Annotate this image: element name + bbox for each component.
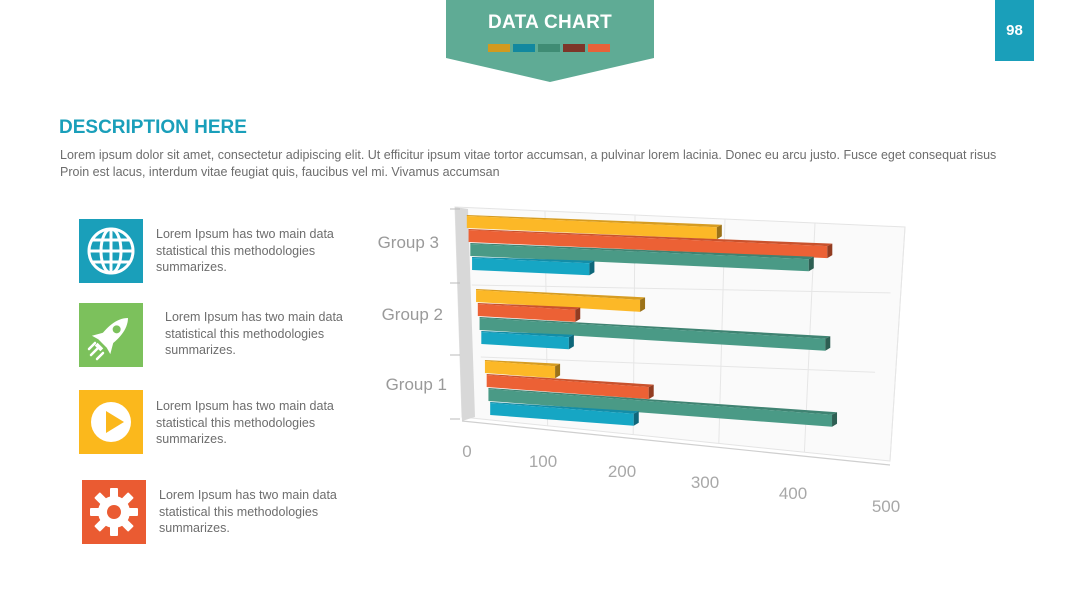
x-tick-label: 500 — [872, 497, 900, 516]
bar — [472, 258, 590, 276]
page-number: 98 — [995, 0, 1034, 61]
category-label: Group 2 — [382, 305, 443, 324]
x-tick-label: 100 — [529, 452, 557, 471]
bar — [484, 361, 556, 379]
gridline-h — [480, 356, 876, 373]
play-icon-tile — [79, 390, 143, 454]
x-tick-label: 200 — [608, 462, 636, 481]
bar — [466, 216, 717, 240]
chart-floor-edge — [461, 420, 891, 466]
bar-top-face — [466, 215, 722, 228]
swatch-1 — [488, 44, 510, 52]
globe-icon-tile — [79, 219, 143, 283]
bar-top-face — [486, 374, 654, 388]
swatch-5 — [588, 44, 610, 52]
swatch-4 — [563, 44, 585, 52]
gridline-h — [471, 284, 891, 294]
rocket-icon — [79, 303, 143, 367]
section-description: Lorem ipsum dolor sit amet, consectetur … — [60, 148, 997, 179]
bar-end-cap — [832, 412, 838, 427]
x-tick-label: 0 — [462, 442, 471, 461]
bar-top-face — [490, 402, 639, 414]
globe-icon — [79, 219, 143, 283]
bar — [486, 375, 649, 400]
bar-top-face — [481, 331, 574, 338]
bar — [468, 230, 828, 259]
section-heading: DESCRIPTION HERE — [59, 117, 247, 138]
bar-end-cap — [589, 260, 595, 276]
bar — [477, 304, 576, 322]
rocket-icon-tile — [79, 303, 143, 367]
bar-top-face — [484, 360, 561, 367]
category-label: Group 1 — [386, 375, 447, 394]
bar-end-cap — [808, 256, 814, 272]
bar-end-cap — [575, 307, 581, 322]
bar-top-face — [488, 388, 838, 415]
swatch-3 — [538, 44, 560, 52]
x-tick-label: 300 — [691, 473, 719, 492]
bar — [470, 244, 809, 272]
bar-end-cap — [633, 411, 639, 426]
banner-shape — [446, 0, 654, 82]
bar-top-face — [468, 229, 833, 247]
bar-end-cap — [716, 224, 722, 240]
play-icon — [79, 390, 143, 454]
bar-end-cap — [825, 336, 831, 351]
swatch-2 — [513, 44, 535, 52]
bar — [476, 290, 641, 312]
item-text-1: Lorem Ipsum has two main data statistica… — [156, 227, 334, 274]
gridline-v — [889, 226, 906, 462]
bar — [481, 332, 569, 350]
bar-end-cap — [640, 297, 646, 312]
bar-top-face — [476, 289, 646, 300]
page-title: DATA CHART — [487, 12, 612, 33]
category-label: Group 3 — [378, 233, 439, 252]
bar — [490, 403, 634, 426]
bar-top-face — [470, 243, 814, 260]
bar — [488, 389, 833, 427]
bar-end-cap — [555, 363, 561, 379]
title-banner: DATA CHART — [446, 0, 654, 82]
bar-end-cap — [827, 243, 833, 259]
bar-top-face — [479, 317, 831, 339]
bar — [479, 318, 826, 351]
bar-top-face — [477, 303, 581, 310]
chart-side-wall — [455, 207, 475, 421]
bar-top-face — [472, 257, 595, 264]
bar-end-cap — [568, 334, 574, 350]
chart-bars — [466, 215, 838, 427]
x-tick-label: 400 — [779, 484, 807, 503]
item-text-3: Lorem Ipsum has two main data statistica… — [156, 399, 334, 446]
item-text-4: Lorem Ipsum has two main data statistica… — [159, 488, 337, 535]
gear-icon-tile — [82, 480, 146, 544]
gear-icon — [82, 480, 146, 544]
item-text-2: Lorem Ipsum has two main data statistica… — [165, 310, 343, 357]
bar-chart: Group 1 Group 2 Group 3 0 100 200 300 400 500 — [378, 206, 906, 516]
chart-labels: Group 1 Group 2 Group 3 0 100 200 300 400 500 — [378, 233, 901, 516]
bar-end-cap — [648, 384, 654, 400]
